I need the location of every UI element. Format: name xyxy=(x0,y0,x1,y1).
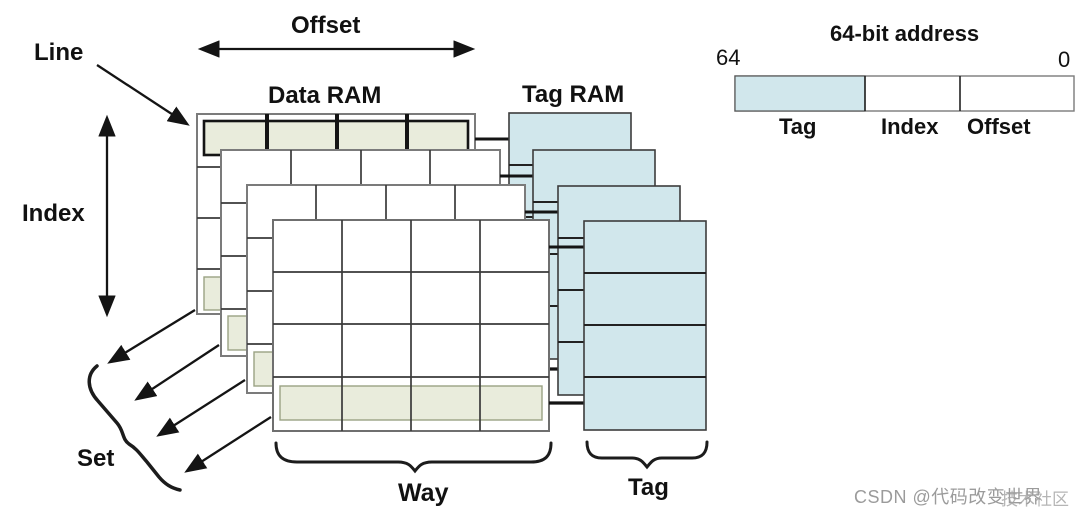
address-title: 64-bit address xyxy=(830,21,980,46)
set-brace xyxy=(87,364,182,492)
offset-label: Offset xyxy=(291,12,361,39)
address-field-offset-label: Offset xyxy=(967,114,1031,139)
index-label: Index xyxy=(22,200,85,227)
tag-ram-way-4 xyxy=(583,220,707,431)
tag-way-label: Tag xyxy=(628,474,669,501)
way-label: Way xyxy=(398,479,449,507)
address-field-index-label: Index xyxy=(881,114,939,139)
address-field-tag-label: Tag xyxy=(779,114,817,139)
line-label: Line xyxy=(34,39,84,66)
address-tag-field xyxy=(734,75,866,112)
watermark-overlay-text: 技术社区 xyxy=(1001,490,1069,509)
address-lsb: 0 xyxy=(1058,47,1071,72)
set-arrow-3 xyxy=(156,379,246,437)
set-arrow-4 xyxy=(184,416,272,473)
data-ram-way-4 xyxy=(272,219,550,432)
way-brace xyxy=(274,441,553,474)
data-ram-label: Data RAM xyxy=(268,82,382,109)
tag-ram-label: Tag RAM xyxy=(522,81,625,108)
tag-brace xyxy=(585,440,709,470)
watermark-text: CSDN @代码改变世界 xyxy=(854,487,1043,507)
set-arrow-2 xyxy=(134,344,220,401)
address-bar xyxy=(734,75,1075,112)
address-msb: 64 xyxy=(716,45,741,70)
set-label: Set xyxy=(77,445,115,472)
set-arrow-1 xyxy=(107,309,196,364)
line-pointer-arrow xyxy=(96,64,190,126)
